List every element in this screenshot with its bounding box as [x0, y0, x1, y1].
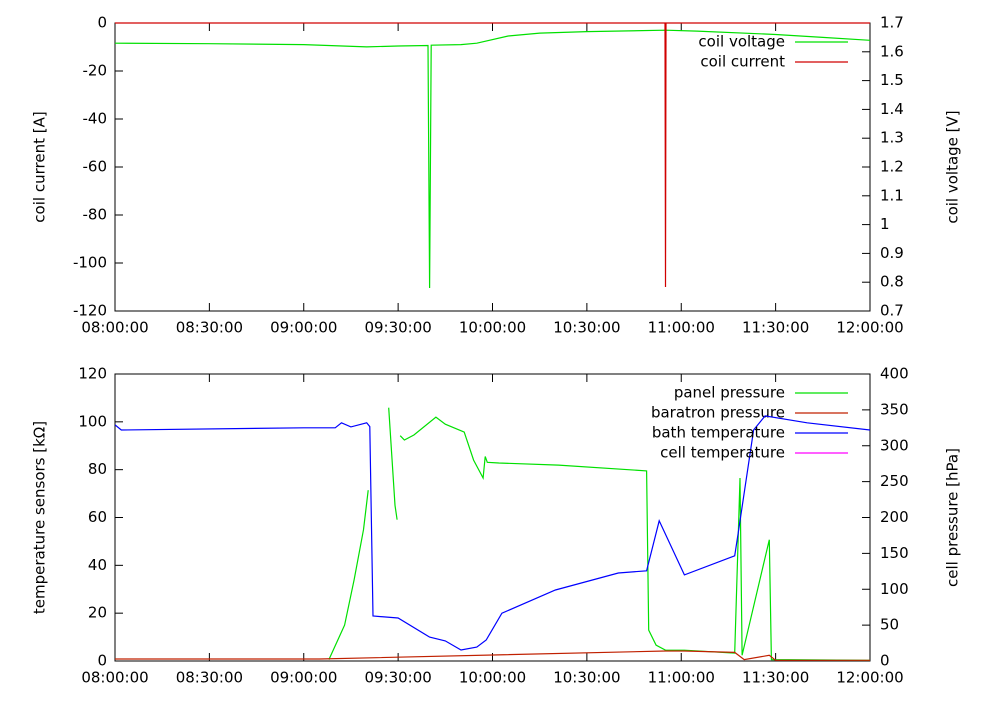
series-line — [115, 29, 870, 289]
y-tick-label: 0 — [97, 14, 107, 32]
series-line — [388, 407, 398, 520]
x-tick-label: 12:00:00 — [836, 669, 903, 687]
y2-tick-label: 1.6 — [880, 42, 904, 60]
x-tick-label: 10:00:00 — [459, 319, 526, 337]
x-tick-label: 11:30:00 — [742, 319, 809, 337]
y2-tick-label: 0.7 — [880, 302, 904, 320]
x-tick-label: 11:00:00 — [648, 669, 715, 687]
x-tick-label: 08:30:00 — [176, 319, 243, 337]
y-axis-label: coil current [A] — [31, 111, 49, 222]
y2-tick-label: 1.3 — [880, 129, 904, 147]
y-tick-label: -20 — [83, 62, 108, 80]
y2-tick-label: 1.7 — [880, 14, 904, 32]
series-line — [115, 22, 870, 288]
y-tick-label: 20 — [88, 604, 107, 622]
x-tick-label: 10:30:00 — [553, 669, 620, 687]
x-tick-label: 10:00:00 — [459, 669, 526, 687]
series-line — [115, 650, 870, 661]
y2-tick-label: 350 — [880, 400, 909, 418]
y2-tick-label: 0 — [880, 652, 890, 670]
y-tick-label: -120 — [73, 302, 107, 320]
y2-axis-label: cell pressure [hPa] — [944, 448, 962, 587]
legend-label: panel pressure — [674, 384, 785, 402]
y-tick-label: 0 — [97, 652, 107, 670]
y2-tick-label: 1.5 — [880, 71, 904, 89]
legend-label: baratron pressure — [651, 404, 785, 422]
series-line — [399, 416, 870, 661]
legend-label: coil voltage — [698, 33, 785, 51]
y2-tick-label: 400 — [880, 365, 909, 383]
x-tick-label: 09:30:00 — [364, 319, 431, 337]
y2-tick-label: 100 — [880, 580, 909, 598]
y-tick-label: -40 — [83, 110, 108, 128]
x-tick-label: 11:30:00 — [742, 669, 809, 687]
x-tick-label: 08:30:00 — [176, 669, 243, 687]
y-tick-label: -100 — [73, 254, 107, 272]
y2-tick-label: 1.4 — [880, 100, 904, 118]
y-tick-label: 60 — [88, 508, 107, 526]
legend-label: coil current — [700, 53, 785, 71]
y-tick-label: -60 — [83, 158, 108, 176]
y2-tick-label: 1 — [880, 215, 890, 233]
y2-tick-label: 1.2 — [880, 158, 904, 176]
x-tick-label: 12:00:00 — [836, 319, 903, 337]
y-tick-label: 120 — [78, 365, 107, 383]
y2-tick-label: 0.8 — [880, 273, 904, 291]
y2-tick-label: 300 — [880, 436, 909, 454]
x-tick-label: 11:00:00 — [648, 319, 715, 337]
y-tick-label: -80 — [83, 206, 108, 224]
legend-label: bath temperature — [652, 424, 785, 442]
y2-tick-label: 1.1 — [880, 186, 904, 204]
series-line — [115, 415, 870, 651]
plot-frame — [114, 373, 871, 662]
y2-tick-label: 0.9 — [880, 244, 904, 262]
y-tick-label: 40 — [88, 556, 107, 574]
series-line — [328, 490, 369, 660]
x-tick-label: 08:00:00 — [81, 669, 148, 687]
y2-tick-label: 150 — [880, 544, 909, 562]
y-tick-label: 100 — [78, 412, 107, 430]
x-tick-label: 09:00:00 — [270, 319, 337, 337]
y-tick-label: 80 — [88, 460, 107, 478]
x-tick-label: 09:00:00 — [270, 669, 337, 687]
x-tick-label: 09:30:00 — [364, 669, 431, 687]
y2-tick-label: 50 — [880, 616, 899, 634]
y2-tick-label: 250 — [880, 472, 909, 490]
y-axis-label: temperature sensors [kΩ] — [31, 421, 49, 614]
x-tick-label: 08:00:00 — [81, 319, 148, 337]
y2-axis-label: coil voltage [V] — [944, 110, 962, 223]
x-tick-label: 10:30:00 — [553, 319, 620, 337]
y2-tick-label: 200 — [880, 508, 909, 526]
legend-label: cell temperature — [660, 444, 785, 462]
